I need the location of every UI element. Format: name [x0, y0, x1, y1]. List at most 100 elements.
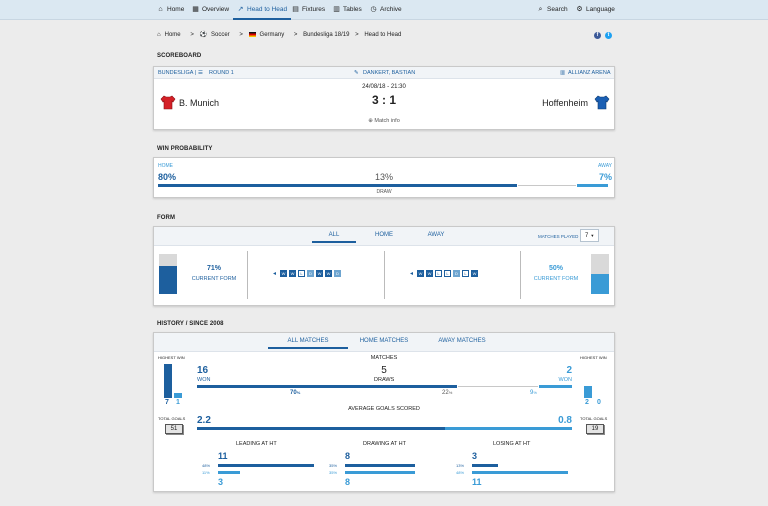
- leading-home-count: 11: [218, 451, 228, 461]
- matches-label: MATCHES: [370, 355, 398, 361]
- matches-played-select[interactable]: 7 ▼: [580, 229, 599, 242]
- drawing-away-bar: [345, 471, 415, 474]
- drawing-home-bar: [345, 464, 415, 467]
- form-result[interactable]: W: [426, 270, 433, 277]
- form-tab-home[interactable]: HOME: [375, 232, 393, 238]
- nav-search[interactable]: ⌕ Search: [537, 0, 568, 20]
- top-nav: ⌂ Home ▦ Overview ↗ Head to Head ▤ Fixtures …: [0, 0, 768, 20]
- form-result[interactable]: L: [444, 270, 451, 277]
- breadcrumb-league[interactable]: Bundesliga 18/19: [303, 32, 350, 38]
- grid-icon: ▦: [192, 6, 199, 13]
- away-form-gauge: [591, 254, 609, 294]
- away-won-label: WON: [558, 377, 572, 383]
- form-card: ALL HOME AWAY MATCHES PLAYED 7 ▼ 71% CURR…: [153, 226, 615, 306]
- breadcrumb-soccer[interactable]: ⚽ Soccer: [199, 32, 230, 38]
- away-highest-bar-1: [584, 386, 592, 398]
- home-label: HOME: [158, 163, 173, 169]
- match-info-button[interactable]: ⊕ Match info: [368, 118, 400, 124]
- form-result[interactable]: W: [417, 270, 424, 277]
- home-highest-score-away: 1: [176, 399, 180, 406]
- divider: [247, 251, 248, 299]
- home-won-pct: 70%: [290, 390, 301, 396]
- home-won-label: WON: [197, 377, 211, 383]
- form-tab-away[interactable]: AWAY: [427, 232, 445, 238]
- losing-home-count: 3: [472, 451, 478, 461]
- form-result[interactable]: W: [325, 270, 332, 277]
- nav-head-to-head[interactable]: ↗ Head to Head: [232, 0, 292, 20]
- away-won-pct: 9%: [530, 390, 537, 396]
- away-avg-goals-bar: [445, 427, 572, 430]
- history-tab-all[interactable]: ALL MATCHES: [268, 338, 348, 349]
- form-result[interactable]: W: [316, 270, 323, 277]
- home-highest-score-home: 7: [165, 399, 169, 406]
- stadium-icon: ▥: [560, 70, 566, 76]
- draws-count: 5: [381, 365, 387, 376]
- home-team-name[interactable]: B. Munich: [179, 98, 220, 108]
- league-label[interactable]: BUNDESLIGA |: [158, 70, 197, 76]
- ball-icon: ⚽: [199, 32, 207, 38]
- home-form-gauge-fill: [159, 265, 177, 294]
- form-tab-all[interactable]: ALL: [312, 232, 356, 243]
- breadcrumb: ⌂ Home > ⚽ Soccer > Germany > Bundesliga…: [157, 31, 405, 41]
- home-prob-bar: [158, 184, 517, 187]
- history-tab-away[interactable]: AWAY MATCHES: [438, 338, 486, 344]
- form-result[interactable]: L: [298, 270, 305, 277]
- leading-away-pct: 11%: [202, 470, 210, 475]
- referee-label: DANKERT, BASTIAN: [363, 70, 416, 76]
- drawing-home-count: 8: [345, 451, 351, 461]
- form-result[interactable]: W: [280, 270, 287, 277]
- leading-at-ht-label: LEADING AT HT: [236, 441, 277, 447]
- home-matches-bar: [197, 385, 457, 388]
- gear-icon: ⚙: [576, 6, 583, 13]
- facebook-icon[interactable]: f: [594, 32, 601, 39]
- form-result[interactable]: L: [462, 270, 469, 277]
- draw-prob-bar: [518, 185, 576, 186]
- list-icon: ☰: [198, 70, 203, 76]
- form-result[interactable]: D: [334, 270, 341, 277]
- leading-home-pct: 48%: [202, 463, 211, 468]
- away-team-name[interactable]: Hoffenheim: [542, 98, 588, 108]
- nav-overview[interactable]: ▦ Overview: [192, 0, 229, 20]
- nav-archive[interactable]: ◷ Archive: [370, 0, 401, 20]
- round-label[interactable]: ROUND 1: [209, 70, 234, 76]
- history-tab-home[interactable]: HOME MATCHES: [359, 338, 409, 344]
- breadcrumb-current: Head to Head: [364, 32, 402, 38]
- form-result[interactable]: D: [307, 270, 314, 277]
- away-highest-score-home: 0: [597, 399, 601, 406]
- losing-home-pct: 13%: [456, 463, 465, 468]
- twitter-icon[interactable]: t: [605, 32, 612, 39]
- arrow-left-icon: ◂: [410, 271, 414, 277]
- nav-home[interactable]: ⌂ Home: [157, 0, 184, 20]
- drawing-away-count: 8: [345, 477, 351, 487]
- breadcrumb-home[interactable]: ⌂ Home: [157, 32, 181, 38]
- away-matches-bar: [539, 385, 572, 388]
- home-form-pct: 71%: [206, 265, 221, 272]
- nav-fixtures[interactable]: ▤ Fixtures: [292, 0, 325, 20]
- nav-tables[interactable]: ▥ Tables: [333, 0, 362, 20]
- home-total-goals: 51: [165, 424, 183, 434]
- draws-label: DRAWS: [374, 377, 395, 383]
- form-result[interactable]: W: [471, 270, 478, 277]
- avg-goals-label: AVERAGE GOALS SCORED: [348, 406, 420, 412]
- drawing-at-ht-label: DRAWING AT HT: [363, 441, 406, 447]
- breadcrumb-separator: >: [239, 32, 243, 38]
- form-title: FORM: [157, 215, 176, 221]
- scoreboard-card: BUNDESLIGA | ☰ ROUND 1 ✎ DANKERT, BASTIA…: [153, 66, 615, 130]
- home-avg-goals-bar: [197, 427, 445, 430]
- clock-icon: ◷: [370, 6, 377, 13]
- match-score: 3 : 1: [371, 93, 396, 107]
- losing-away-pct: 48%: [456, 470, 465, 475]
- away-prob-bar: [576, 184, 608, 187]
- form-tabs-bar: [154, 227, 614, 246]
- breadcrumb-germany[interactable]: Germany: [248, 32, 289, 38]
- nav-language[interactable]: ⚙ Language: [576, 0, 615, 20]
- arrow-left-icon: ◂: [273, 271, 277, 277]
- matches-played-label: MATCHES PLAYED: [538, 234, 579, 239]
- form-result[interactable]: W: [289, 270, 296, 277]
- leading-home-bar: [218, 464, 314, 467]
- whistle-icon: ✎: [354, 70, 359, 76]
- form-result[interactable]: D: [453, 270, 460, 277]
- form-result[interactable]: L: [435, 270, 442, 277]
- chevron-down-icon: ▼: [590, 233, 595, 238]
- drawing-away-pct: 35%: [329, 470, 338, 475]
